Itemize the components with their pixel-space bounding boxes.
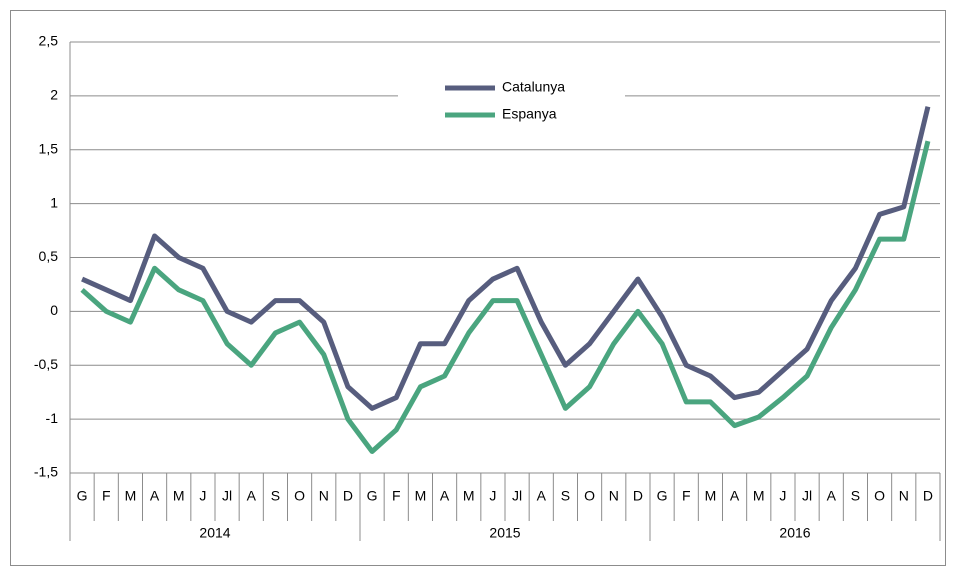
legend-label: Catalunya xyxy=(502,79,565,95)
year-label: 2016 xyxy=(779,525,810,541)
x-tick-label: N xyxy=(899,488,909,504)
x-tick-label: S xyxy=(271,488,280,504)
x-tick-label: M xyxy=(173,488,185,504)
x-tick-label: F xyxy=(102,488,111,504)
x-tick-label: J xyxy=(199,488,206,504)
y-tick-label: -1 xyxy=(46,410,59,426)
x-tick-label: O xyxy=(294,488,305,504)
x-tick-label: J xyxy=(489,488,496,504)
x-tick-label: D xyxy=(343,488,353,504)
y-tick-label: -0,5 xyxy=(34,356,58,372)
x-tick-label: M xyxy=(415,488,427,504)
x-tick-label: N xyxy=(609,488,619,504)
x-tick-label: G xyxy=(367,488,378,504)
x-tick-label: M xyxy=(753,488,765,504)
y-tick-label: 0,5 xyxy=(39,248,59,264)
x-tick-label: G xyxy=(657,488,668,504)
x-tick-label: A xyxy=(150,488,160,504)
x-tick-label: M xyxy=(125,488,137,504)
x-tick-label: D xyxy=(923,488,933,504)
y-tick-label: 0 xyxy=(50,302,58,318)
x-tick-label: Jl xyxy=(802,488,812,504)
y-tick-label: 1,5 xyxy=(39,140,59,156)
y-tick-label: -1,5 xyxy=(34,464,58,480)
year-label: 2015 xyxy=(489,525,520,541)
x-tick-label: N xyxy=(319,488,329,504)
x-tick-label: Jl xyxy=(222,488,232,504)
x-tick-label: F xyxy=(392,488,401,504)
y-tick-label: 1 xyxy=(50,194,58,210)
year-label: 2014 xyxy=(199,525,230,541)
series-line xyxy=(80,140,931,454)
x-tick-label: J xyxy=(779,488,786,504)
x-tick-label: Jl xyxy=(512,488,522,504)
x-tick-label: A xyxy=(247,488,257,504)
y-tick-label: 2,5 xyxy=(39,33,59,49)
x-tick-label: M xyxy=(463,488,475,504)
legend-label: Espanya xyxy=(502,106,557,122)
legend-box xyxy=(398,72,625,136)
x-tick-label: S xyxy=(561,488,570,504)
x-tick-label: M xyxy=(705,488,717,504)
x-tick-label: A xyxy=(730,488,740,504)
x-tick-label: A xyxy=(440,488,450,504)
y-tick-label: 2 xyxy=(50,87,58,103)
x-tick-label: A xyxy=(827,488,837,504)
x-tick-label: F xyxy=(682,488,691,504)
x-tick-label: D xyxy=(633,488,643,504)
x-tick-label: A xyxy=(537,488,547,504)
x-tick-label: O xyxy=(584,488,595,504)
series-line xyxy=(81,106,931,411)
x-tick-label: S xyxy=(851,488,860,504)
x-tick-label: G xyxy=(77,488,88,504)
x-tick-label: O xyxy=(874,488,885,504)
